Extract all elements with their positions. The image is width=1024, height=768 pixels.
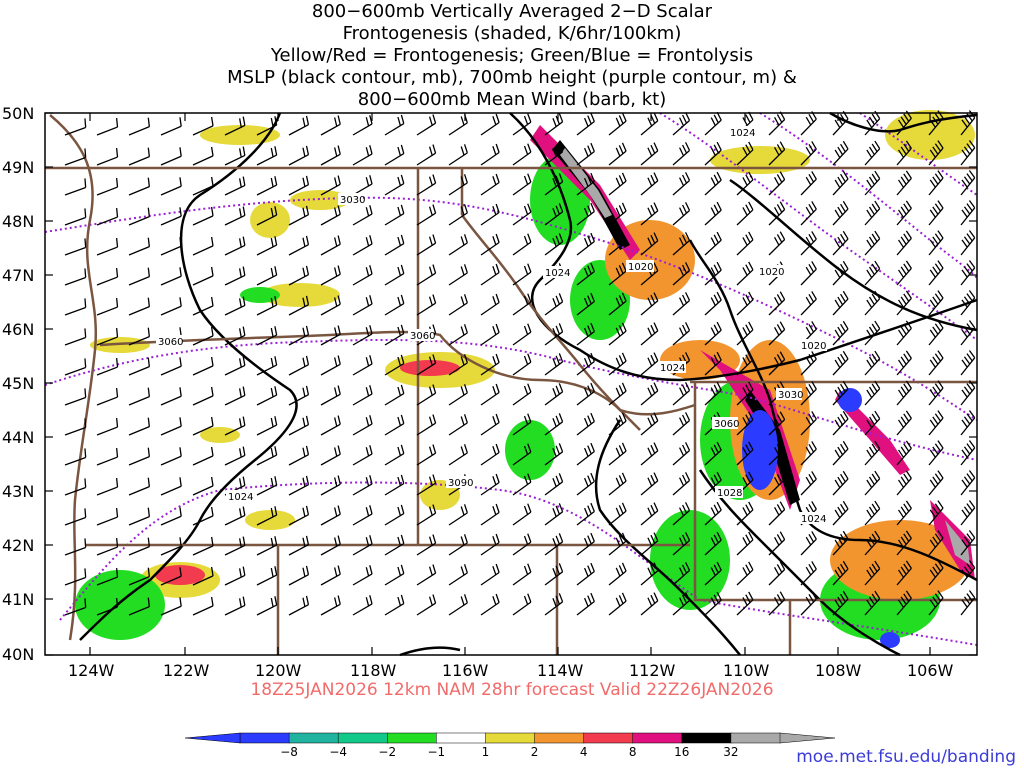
map-frame xyxy=(44,112,978,656)
height-label: 3060 xyxy=(158,337,183,348)
mslp-label: 1024 xyxy=(801,514,826,525)
lat-label: 43N xyxy=(2,482,34,501)
axis-ticks xyxy=(45,112,977,656)
mslp-label: 1024 xyxy=(545,268,570,279)
credit-link[interactable]: moe.met.fsu.edu/banding xyxy=(796,747,1016,767)
lon-label: 122W xyxy=(163,661,210,680)
lat-label: 50N xyxy=(2,104,34,123)
colorbar-swatch xyxy=(337,732,389,744)
colorbar-label: 8 xyxy=(629,745,637,759)
colorbar-label: 2 xyxy=(531,745,539,759)
lon-label: 120W xyxy=(255,661,302,680)
lat-label: 40N xyxy=(2,645,34,664)
mslp-label: 1020 xyxy=(628,262,653,273)
mslp-label: 1028 xyxy=(717,488,742,499)
mslp-label: 1020 xyxy=(759,267,784,278)
mslp-label: 1020 xyxy=(801,341,826,352)
colorbar-low-arrow xyxy=(184,732,241,744)
lon-label: 110W xyxy=(723,661,770,680)
lat-label: 42N xyxy=(2,536,34,555)
lat-label: 46N xyxy=(2,320,34,339)
contour-labels: 3030 3060 3060 3090 3030 3060 1024 1024 … xyxy=(156,126,827,525)
colorbar-swatch xyxy=(583,732,634,744)
lon-label: 106W xyxy=(907,661,954,680)
colorbar-high-arrow xyxy=(779,732,836,744)
lon-label: 114W xyxy=(537,661,584,680)
colorbar-label: −8 xyxy=(280,745,298,759)
colorbar-label: 16 xyxy=(674,745,689,759)
lat-label: 41N xyxy=(2,590,34,609)
lat-label: 45N xyxy=(2,374,34,393)
map-title-line-1: 800−600mb Vertically Averaged 2−D Scalar xyxy=(311,1,713,22)
height-label: 3030 xyxy=(340,195,365,206)
colorbar-swatch xyxy=(681,732,732,744)
colorbar-swatch xyxy=(534,732,585,744)
lat-label: 47N xyxy=(2,266,34,285)
colorbar-swatch xyxy=(632,732,683,744)
colorbar-swatch xyxy=(288,732,339,744)
colorbar-label: −2 xyxy=(378,745,396,759)
colorbar-label: −1 xyxy=(428,745,446,759)
frontogenesis-colorbar: −8 −4 −2 −1 1 2 4 8 16 32 xyxy=(184,732,836,759)
colorbar-swatch xyxy=(387,732,438,744)
colorbar-swatch xyxy=(730,732,781,744)
colorbar-label: 32 xyxy=(723,745,738,759)
height-label: 3060 xyxy=(714,419,739,430)
colorbar-label: 4 xyxy=(580,745,588,759)
colorbar-swatch xyxy=(485,732,536,744)
map-title-line-3: Yellow/Red = Frontogenesis; Green/Blue =… xyxy=(270,45,754,66)
colorbar-label: −4 xyxy=(329,745,347,759)
map-title-line-5: 800−600mb Mean Wind (barb, kt) xyxy=(357,89,667,110)
colorbar-swatch xyxy=(436,732,487,744)
height-contours xyxy=(44,112,978,646)
map-title-line-4: MSLP (black contour, mb), 700mb height (… xyxy=(227,67,797,88)
height-label: 3090 xyxy=(448,478,473,489)
mslp-label: 1024 xyxy=(660,363,685,374)
run-info: 18Z25JAN2026 12km NAM 28hr forecast Vali… xyxy=(250,680,774,700)
lat-label: 48N xyxy=(2,212,34,231)
colorbar-label: 1 xyxy=(482,745,490,759)
colorbar-swatch xyxy=(239,732,290,744)
lon-label: 116W xyxy=(442,661,489,680)
height-label: 3060 xyxy=(410,331,435,342)
longitude-labels: 124W 122W 120W 118W 116W 114W 112W 110W … xyxy=(68,661,954,680)
lon-label: 118W xyxy=(350,661,397,680)
height-label: 3030 xyxy=(778,390,803,401)
wind-barbs xyxy=(64,110,976,616)
lon-label: 124W xyxy=(68,661,115,680)
latitude-labels: 50N 49N 48N 47N 46N 45N 44N 43N 42N 41N … xyxy=(2,104,34,664)
lat-label: 49N xyxy=(2,158,34,177)
lat-label: 44N xyxy=(2,428,34,447)
lon-label: 112W xyxy=(629,661,676,680)
map-title-line-2: Frontogenesis (shaded, K/6hr/100km) xyxy=(342,23,682,44)
lon-label: 108W xyxy=(815,661,862,680)
mslp-label: 1024 xyxy=(730,128,755,139)
mslp-label: 1024 xyxy=(228,492,253,503)
